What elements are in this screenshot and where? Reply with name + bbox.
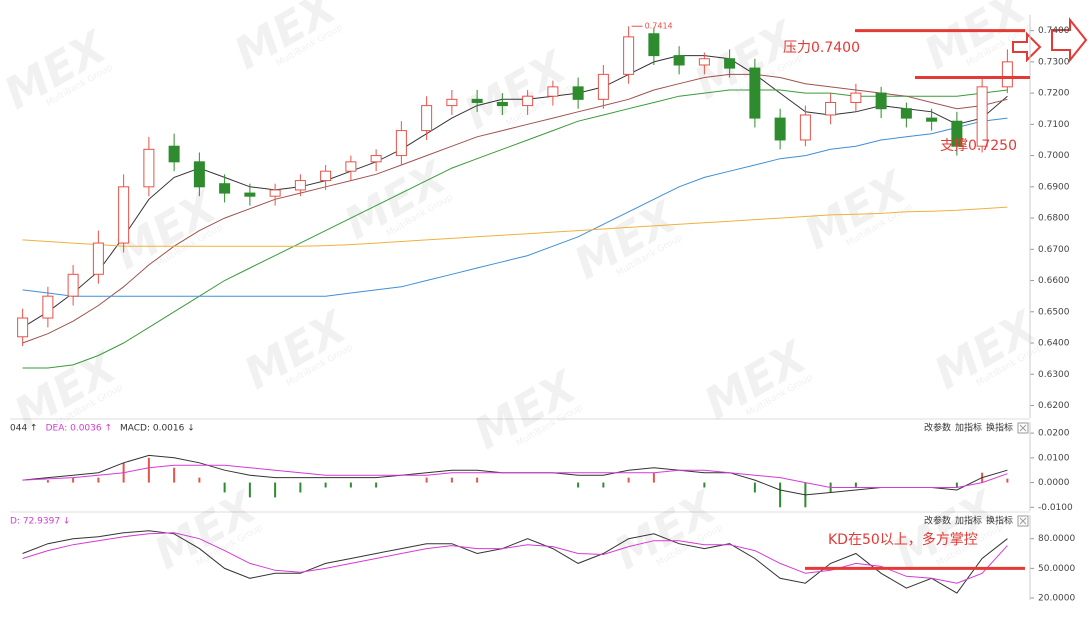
indicator-header: MACD: 0.0016 ↓	[120, 424, 195, 434]
level-label: 压力0.7400	[783, 40, 860, 56]
candle-body	[395, 130, 407, 157]
max-label: 0.7414	[645, 22, 673, 31]
candle-body	[623, 36, 635, 75]
indicator-header: DEA: 0.0036 ↑	[46, 424, 112, 434]
candle-body	[143, 148, 155, 188]
candle-body	[522, 95, 534, 107]
level-label: 支撑0.7250	[940, 138, 1017, 154]
y-tick-label: 0.0000	[1038, 478, 1070, 488]
candle-body	[118, 186, 130, 244]
y-tick-label: 0.7300	[1038, 57, 1070, 67]
level-label: KD在50以上，多方掌控	[828, 531, 978, 548]
y-tick-label: 0.6300	[1038, 370, 1070, 380]
candle-body	[294, 180, 306, 191]
candle-body	[951, 120, 963, 147]
candle-body	[976, 86, 988, 147]
y-tick-label: 0.0200	[1038, 429, 1070, 439]
candle-body	[345, 161, 357, 172]
indicator-button[interactable]: 加指标	[955, 515, 982, 527]
y-tick-label: 0.6500	[1038, 307, 1070, 317]
candle-body	[42, 295, 54, 319]
candle-body	[572, 86, 584, 100]
candle-body	[875, 92, 887, 110]
candle-body	[320, 170, 332, 182]
candle-body	[724, 58, 736, 69]
candle-body	[370, 155, 382, 163]
y-tick-label: -0.0100	[1038, 503, 1073, 513]
candle-body	[926, 117, 938, 122]
red-arrows	[1012, 17, 1088, 63]
ma-line	[22, 530, 1008, 594]
candle-body	[547, 86, 559, 97]
candle-body	[421, 105, 433, 132]
candle-body	[900, 108, 912, 119]
y-tick-label: 0.6200	[1038, 401, 1070, 411]
y-tick-label: 0.6400	[1038, 339, 1070, 349]
candle-body	[648, 33, 660, 57]
indicator-button[interactable]: 加指标	[955, 422, 982, 434]
indicator-header: 044 ↑	[10, 424, 38, 434]
ma-line	[22, 464, 1008, 488]
indicator-button[interactable]: 改参数	[924, 422, 951, 434]
y-tick-label: 0.0100	[1038, 453, 1070, 463]
y-tick-label: 0.6800	[1038, 214, 1070, 224]
close-icon	[1019, 424, 1027, 432]
candle-body	[168, 145, 180, 163]
candle-body	[799, 114, 811, 141]
indicator-button[interactable]: 换指标	[986, 422, 1013, 434]
candle-body	[244, 192, 256, 197]
y-tick-label: 0.7000	[1038, 151, 1070, 161]
candle-body	[471, 98, 483, 103]
candle-body	[1001, 61, 1013, 88]
candle-body	[850, 92, 862, 103]
ma-line	[22, 206, 1008, 247]
ma-line	[22, 89, 1008, 369]
close-icon	[1019, 517, 1027, 525]
y-tick-label: 50.0000	[1038, 564, 1075, 574]
y-tick-label: 0.7100	[1038, 120, 1070, 130]
y-tick-label: 20.0000	[1038, 594, 1075, 604]
ma-line	[22, 55, 1008, 328]
candle-body	[673, 55, 685, 66]
candle-body	[219, 183, 231, 194]
indicator-header: D: 72.9397 ↓	[10, 517, 70, 527]
candle-body	[698, 58, 710, 66]
candle-body	[67, 273, 79, 297]
ma-line	[22, 73, 1008, 344]
y-tick-label: 0.6900	[1038, 182, 1070, 192]
candle-body	[446, 98, 458, 107]
y-tick-label: 0.7200	[1038, 89, 1070, 99]
candle-body	[597, 73, 609, 100]
candle-body	[825, 101, 837, 116]
candle-body	[774, 117, 786, 141]
y-tick-label: 0.7400	[1038, 26, 1070, 36]
candle-body	[193, 161, 205, 188]
candle-body	[496, 101, 508, 107]
candle-body	[749, 67, 761, 119]
candle-body	[17, 317, 29, 338]
ma-line	[22, 117, 1008, 297]
indicator-button[interactable]: 改参数	[924, 515, 951, 527]
indicator-button[interactable]: 换指标	[986, 515, 1013, 527]
y-tick-label: 0.6600	[1038, 276, 1070, 286]
y-tick-label: 80.0000	[1038, 534, 1075, 544]
ma-line	[22, 532, 1008, 584]
candle-body	[92, 242, 104, 275]
y-tick-label: 0.6700	[1038, 245, 1070, 255]
candle-body	[269, 189, 281, 197]
